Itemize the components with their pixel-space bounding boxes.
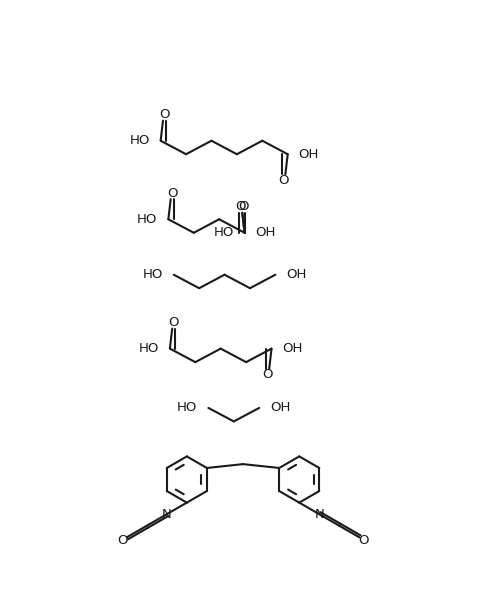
Text: N: N [162,508,172,520]
Text: O: O [239,200,249,213]
Text: O: O [358,534,369,547]
Text: O: O [159,108,170,121]
Text: HO: HO [130,134,150,147]
Text: O: O [167,187,177,199]
Text: OH: OH [299,148,319,161]
Text: HO: HO [213,226,234,240]
Text: OH: OH [282,342,303,355]
Text: O: O [262,368,273,381]
Text: N: N [315,508,324,520]
Text: OH: OH [286,268,306,282]
Text: O: O [117,534,128,547]
Text: HO: HO [137,213,158,226]
Text: HO: HO [143,268,163,282]
Text: O: O [236,200,246,213]
Text: OH: OH [270,401,290,415]
Text: HO: HO [177,401,198,415]
Text: O: O [169,316,179,329]
Text: O: O [279,174,289,187]
Text: OH: OH [255,226,276,240]
Text: HO: HO [139,342,159,355]
